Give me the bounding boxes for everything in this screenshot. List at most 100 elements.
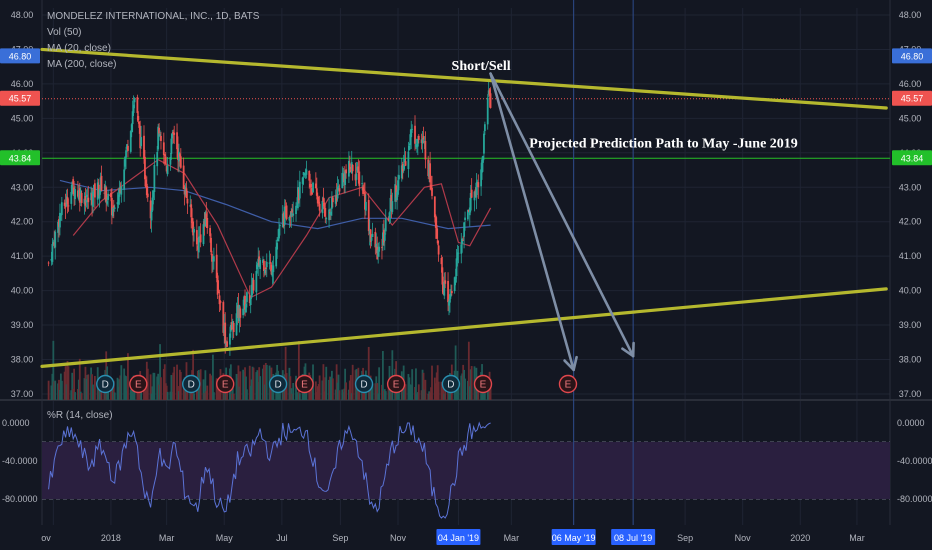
candle-body-134	[225, 343, 228, 346]
volume-bar-265	[398, 389, 400, 400]
candle-body-215	[331, 197, 334, 203]
volume-bar-34	[93, 388, 95, 400]
candle-body-170	[272, 265, 275, 273]
y-tick-left-3: 45.00	[11, 113, 34, 123]
volume-bar-143	[237, 365, 240, 400]
candle-body-120	[206, 217, 209, 228]
candle-body-101	[182, 165, 185, 190]
candle-body-112	[196, 245, 199, 250]
event-marker-7	[386, 374, 406, 394]
candle-body-167	[269, 262, 272, 263]
candle-body-195	[305, 169, 308, 175]
volume-bar-100	[179, 372, 182, 400]
volume-bar-152	[249, 385, 252, 400]
candle-body-67	[137, 116, 140, 121]
volume-bar-78	[151, 386, 154, 400]
volume-bar-81	[156, 376, 159, 400]
volume-bar-270	[404, 384, 407, 400]
volume-bar-37	[97, 381, 100, 400]
volume-bar-84	[159, 344, 161, 400]
candle-body-242	[368, 230, 371, 235]
volume-bar-273	[409, 384, 412, 400]
volume-bar-101	[182, 387, 185, 400]
wr-tick-left-1: -40.0000	[2, 456, 38, 466]
volume-bar-126	[215, 378, 218, 400]
candle-body-37	[97, 184, 100, 196]
x-tick-1: 2018	[101, 533, 121, 543]
volume-bar-41	[103, 387, 106, 400]
volume-bar-229	[350, 393, 353, 400]
volume-bar-110	[193, 393, 195, 400]
candle-body-122	[210, 237, 212, 252]
candle-body-202	[315, 188, 318, 196]
candle-body-9	[59, 213, 62, 216]
x-tick-2: Mar	[159, 533, 175, 543]
event-label-5: E	[301, 380, 308, 391]
candle-body-110	[193, 228, 195, 233]
candle-body-300	[444, 280, 447, 284]
volume-bar-45	[107, 390, 110, 400]
volume-bar-67	[137, 393, 140, 400]
volume-bar-95	[173, 366, 176, 400]
volume-bar-18	[72, 388, 75, 400]
candle-body-119	[205, 213, 208, 219]
volume-bar-293	[435, 372, 438, 400]
volume-bar-140	[232, 393, 235, 400]
volume-bar-11	[63, 371, 66, 400]
candle-body-255	[384, 218, 387, 232]
candle-body-41	[103, 192, 106, 194]
y-tick-right-9: 39.00	[899, 320, 922, 330]
candle-body-54	[119, 187, 122, 194]
candle-body-293	[435, 225, 438, 239]
candle-body-301	[447, 280, 449, 303]
candle-body-53	[118, 187, 121, 197]
candle-body-102	[183, 190, 186, 195]
candle-body-278	[415, 144, 418, 148]
candle-body-178	[283, 206, 286, 225]
candle-body-103	[184, 186, 187, 196]
volume-bar-93	[171, 392, 174, 400]
candle-body-63	[131, 111, 134, 125]
candle-body-0	[47, 262, 50, 264]
candle-body-304	[449, 293, 452, 297]
volume-bar-49	[112, 380, 115, 400]
volume-bar-313	[462, 364, 465, 400]
williams-r-line	[48, 421, 491, 519]
volume-bar-296	[440, 381, 443, 400]
wr-tick-left-2: -80.0000	[2, 494, 38, 504]
candle-body-308	[455, 258, 458, 277]
candle-body-153	[250, 284, 253, 298]
price-tag-left-bg-1	[0, 90, 40, 106]
event-label-0: D	[102, 380, 109, 391]
volume-bar-297	[441, 385, 444, 400]
volume-bar-282	[421, 369, 424, 400]
candle-body-309	[456, 252, 459, 261]
candle-body-73	[144, 179, 147, 188]
candle-body-259	[390, 195, 393, 209]
candle-body-290	[431, 187, 433, 196]
volume-bar-256	[387, 386, 390, 400]
volume-bar-222	[342, 392, 345, 400]
volume-bar-186	[295, 375, 297, 400]
candlesticks	[47, 80, 492, 356]
candle-body-332	[487, 90, 490, 95]
candle-body-289	[430, 184, 432, 190]
candle-body-269	[403, 159, 406, 163]
candle-body-91	[169, 157, 172, 165]
volume-bar-271	[407, 374, 410, 400]
candle-body-323	[475, 182, 478, 198]
candle-body-107	[190, 204, 193, 218]
candle-body-252	[381, 232, 384, 246]
candle-body-249	[377, 249, 380, 257]
candle-body-182	[289, 214, 292, 218]
legend-ma200: MA (200, close)	[47, 59, 116, 70]
candle-body-223	[343, 173, 346, 183]
candle-body-318	[468, 207, 471, 216]
candle-body-296	[440, 257, 443, 265]
event-marker-5	[295, 374, 314, 394]
candle-body-174	[278, 228, 280, 239]
candle-body-201	[314, 183, 317, 189]
candle-body-216	[334, 195, 337, 204]
ma200-line	[59, 179, 491, 230]
candle-body-26	[83, 198, 86, 204]
